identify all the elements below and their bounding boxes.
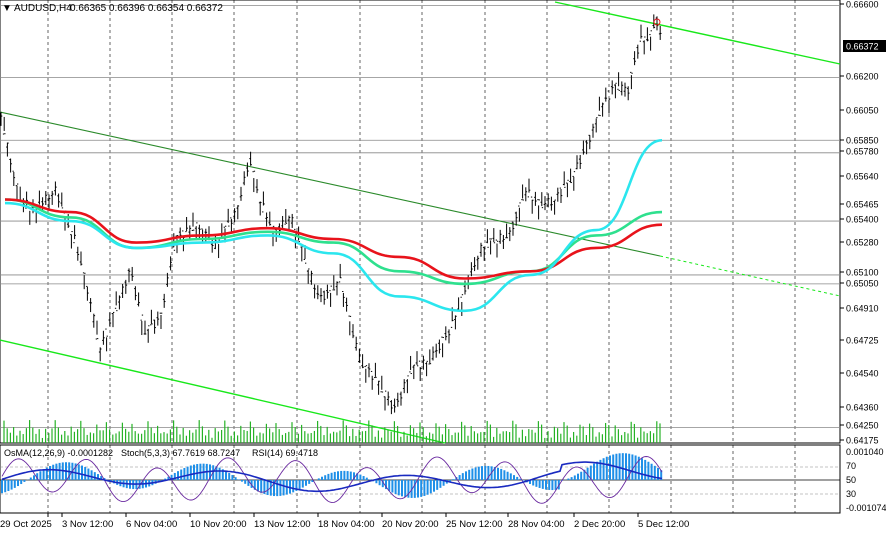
price-tick-label: 0.65280 <box>846 238 879 248</box>
last-high-marker <box>653 18 661 26</box>
time-tick-label: 3 Nov 12:00 <box>62 519 113 530</box>
time-tick-label: 5 Dec 12:00 <box>638 519 689 530</box>
price-tick-label: 0.64175 <box>846 436 879 446</box>
indicator-plot-frame <box>0 444 841 514</box>
ohlc-values: 0.66365 0.66396 0.66354 0.66372 <box>70 3 223 14</box>
indicator-tick-label: 30 <box>846 489 856 499</box>
indicator-tick-label: 0.001040 <box>846 447 884 457</box>
ma-red-line <box>4 198 663 280</box>
time-tick-label: 10 Nov 20:00 <box>190 519 247 530</box>
price-tick-label: 0.65640 <box>846 172 879 182</box>
price-tick-label: 0.64540 <box>846 369 879 379</box>
stoch-label: Stoch(5,3,3) 67.7619 68.7247 <box>121 448 240 458</box>
price-tick-label: 0.66050 <box>846 106 879 116</box>
dropdown-arrow-icon[interactable]: ▼ <box>2 3 12 14</box>
indicator-tick-label: -0.001074 <box>846 503 886 513</box>
price-tick-label: 0.65850 <box>846 136 879 146</box>
stoch-line <box>1 456 663 504</box>
channel-lines <box>0 1 841 444</box>
time-tick-label: 20 Nov 20:00 <box>382 519 439 530</box>
moving-averages <box>4 138 663 313</box>
time-axis: 29 Oct 2025 3 Nov 12:00 6 Nov 04:00 10 Nov … <box>0 513 689 530</box>
rsi-label: RSI(14) 69.4718 <box>252 448 318 458</box>
upper-channel-line <box>554 1 841 65</box>
lower-channel-line <box>0 339 446 444</box>
price-tick-label: 0.65050 <box>846 279 879 289</box>
price-tick-label: 0.66600 <box>846 0 879 10</box>
price-axis: 0.66600 0.66372 0.66200 0.66050 0.658500.657… <box>840 0 886 446</box>
current-price-box <box>843 40 886 52</box>
price-tick-label: 0.65400 <box>846 215 879 225</box>
time-tick-label: 25 Nov 12:00 <box>446 519 503 530</box>
price-tick-label: 0.65465 <box>846 200 879 210</box>
rsi-line <box>1 461 663 493</box>
middle-channel-projection <box>659 255 841 297</box>
time-tick-label: 18 Nov 04:00 <box>318 519 375 530</box>
price-tick-label: 0.65780 <box>846 147 879 157</box>
time-tick-label: 29 Oct 2025 <box>0 519 52 530</box>
time-tick-label: 28 Nov 04:00 <box>508 519 565 530</box>
price-tick-label: 0.64360 <box>846 403 879 413</box>
time-tick-label: 6 Nov 04:00 <box>126 519 177 530</box>
indicator-axis: 0.001040 70 50 30 -0.001074 <box>846 447 886 513</box>
oscillators <box>0 453 840 504</box>
osma-label: OsMA(12,26,9) -0.0001282 <box>4 448 113 458</box>
time-tick-label: 13 Nov 12:00 <box>254 519 311 530</box>
price-tick-label: 0.64725 <box>846 336 879 346</box>
price-tick-label: 0.64250 <box>846 421 879 431</box>
ma-aqua-line <box>4 138 663 313</box>
price-tick-label: 0.65100 <box>846 268 879 278</box>
indicator-tick-label: 70 <box>846 461 856 471</box>
indicator-tick-label: 50 <box>846 475 856 485</box>
volume-bars <box>3 420 661 443</box>
price-tick-label: 0.64910 <box>846 304 879 314</box>
time-tick-label: 2 Dec 20:00 <box>574 519 625 530</box>
middle-channel-line <box>0 111 661 257</box>
symbol-timeframe: AUDUSD,H4 <box>14 3 72 14</box>
price-tick-label: 0.66200 <box>846 72 879 82</box>
current-price-label: 0.66372 <box>846 42 879 52</box>
